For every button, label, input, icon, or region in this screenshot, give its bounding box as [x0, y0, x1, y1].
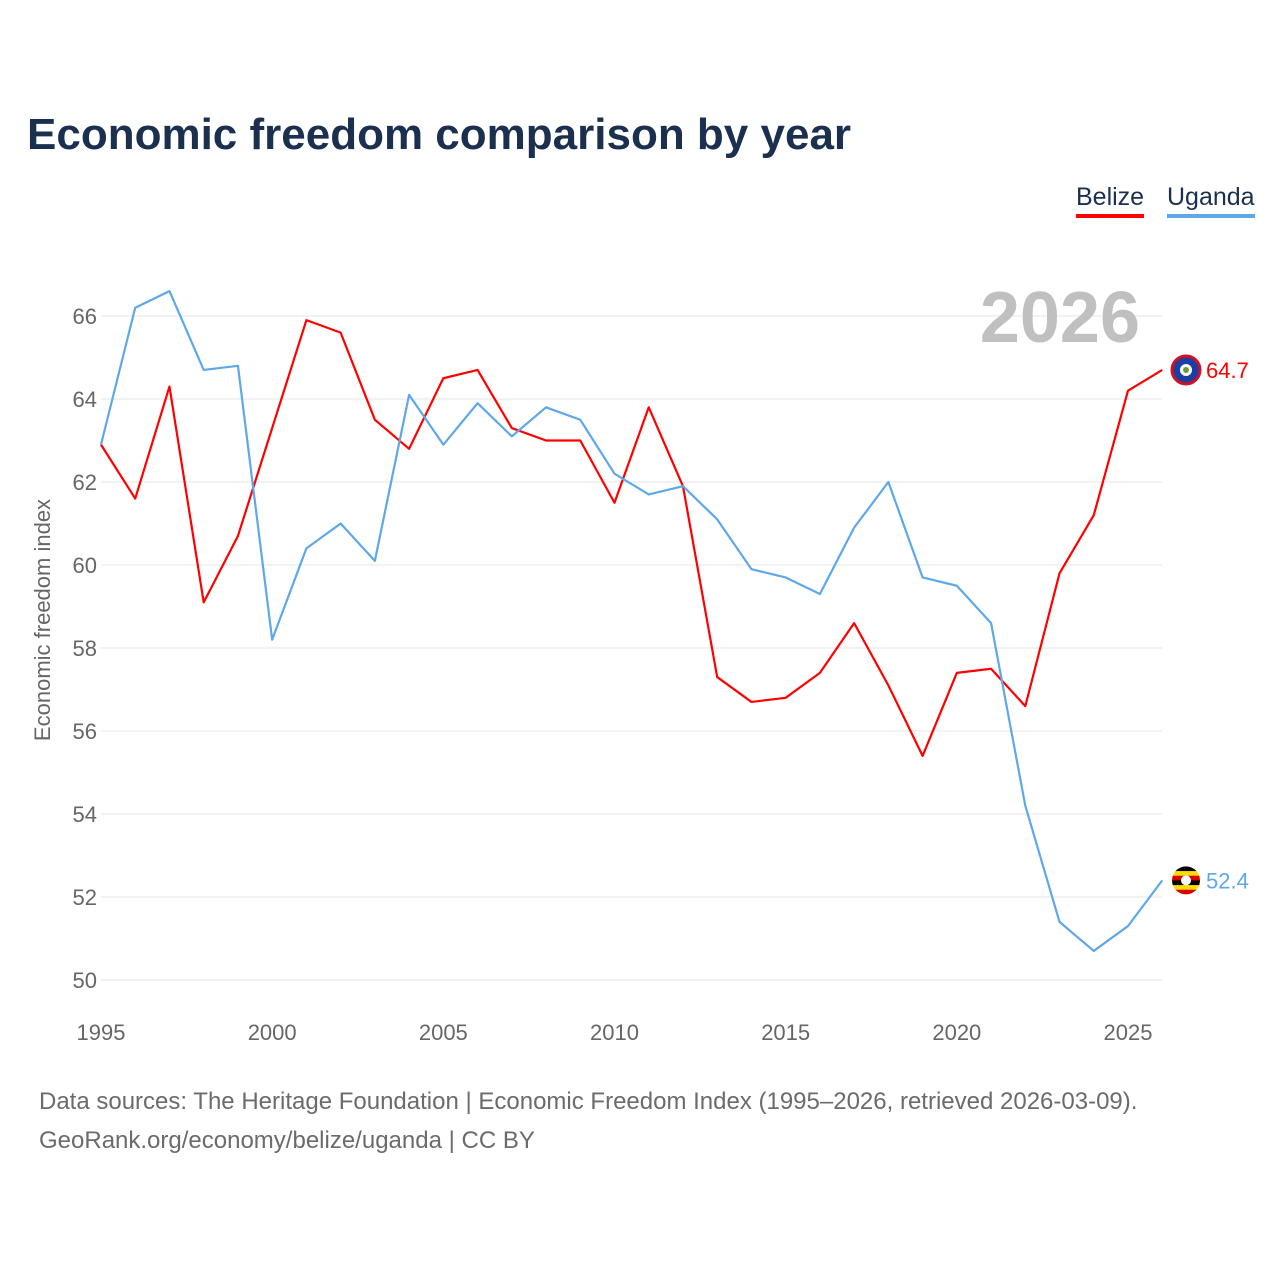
y-tick-label: 56	[73, 719, 97, 744]
x-tick-label: 2020	[932, 1020, 981, 1045]
flag-uganda-icon	[1172, 866, 1200, 895]
x-tick-label: 2010	[590, 1020, 639, 1045]
x-tick-label: 2000	[248, 1020, 297, 1045]
y-tick-label: 60	[73, 553, 97, 578]
legend-belize[interactable]: Belize	[1076, 183, 1145, 218]
y-tick-label: 62	[73, 470, 97, 495]
y-tick-label: 58	[73, 636, 97, 661]
end-label-uganda: 52.4	[1206, 868, 1249, 893]
y-tick-label: 54	[73, 802, 97, 827]
x-tick-label: 1995	[77, 1020, 126, 1045]
y-tick-label: 66	[73, 304, 97, 329]
footer-sources: Data sources: The Heritage Foundation | …	[39, 1088, 1138, 1115]
x-tick-label: 2025	[1104, 1020, 1153, 1045]
flag-belize-icon	[1170, 354, 1202, 386]
series-line-uganda	[99, 290, 1164, 953]
x-tick-label: 2015	[761, 1020, 810, 1045]
legend-uganda[interactable]: Uganda	[1167, 183, 1255, 218]
x-tick-label: 2005	[419, 1020, 468, 1045]
year-watermark: 2026	[980, 278, 1140, 358]
line-chart: 50 52 54 56 58 60 62 64 66 1995 2000 2005 2010 2015 20…	[30, 278, 1249, 1045]
chart-title: Economic freedom comparison by year	[27, 110, 852, 159]
y-axis-label: Economic freedom index	[30, 499, 55, 741]
footer-credit: GeoRank.org/economy/belize/uganda | CC B…	[39, 1127, 535, 1154]
y-tick-label: 50	[73, 968, 97, 993]
end-label-belize: 64.7	[1206, 358, 1249, 383]
series-line-belize	[100, 319, 1163, 758]
y-tick-label: 64	[73, 387, 97, 412]
y-tick-label: 52	[73, 885, 97, 910]
